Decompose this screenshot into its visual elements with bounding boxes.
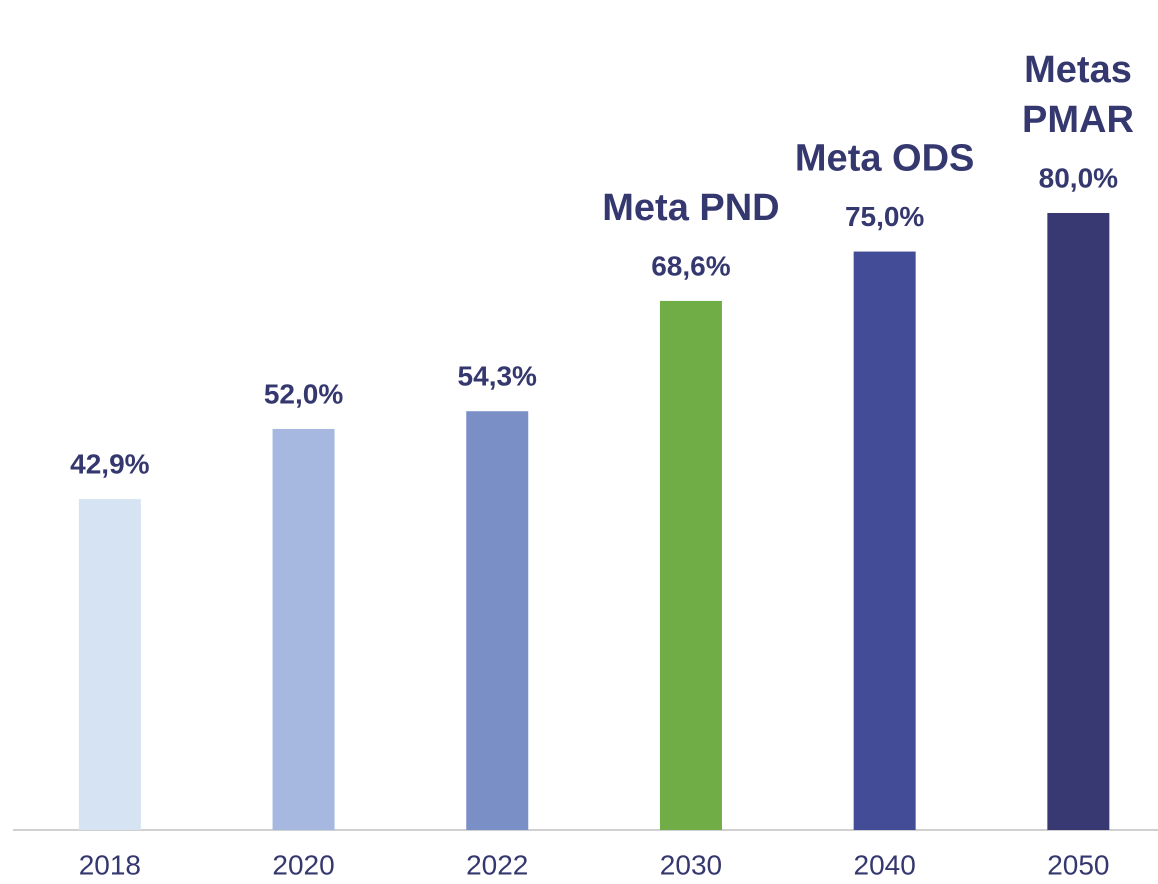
value-label: 80,0% (1039, 162, 1118, 193)
annotation: PMAR (1022, 99, 1134, 141)
bar (466, 411, 529, 830)
value-label: 42,9% (70, 449, 149, 480)
x-tick-label: 2040 (854, 849, 916, 880)
bar (659, 300, 722, 830)
bar (1047, 213, 1110, 830)
annotation: Metas (1024, 49, 1132, 91)
annotation: Meta PND (602, 187, 779, 229)
x-tick-label: 2030 (660, 849, 722, 880)
bar (272, 428, 335, 830)
x-tick-label: 2022 (466, 849, 528, 880)
value-label: 68,6% (651, 250, 730, 281)
value-label: 54,3% (458, 361, 537, 392)
bar (78, 499, 141, 830)
annotation: Meta ODS (795, 138, 974, 180)
value-label: 52,0% (264, 378, 343, 409)
x-tick-label: 2018 (79, 849, 141, 880)
bar (853, 251, 916, 830)
x-tick-label: 2050 (1047, 849, 1109, 880)
x-tick-label: 2020 (272, 849, 334, 880)
value-label: 75,0% (845, 201, 924, 232)
